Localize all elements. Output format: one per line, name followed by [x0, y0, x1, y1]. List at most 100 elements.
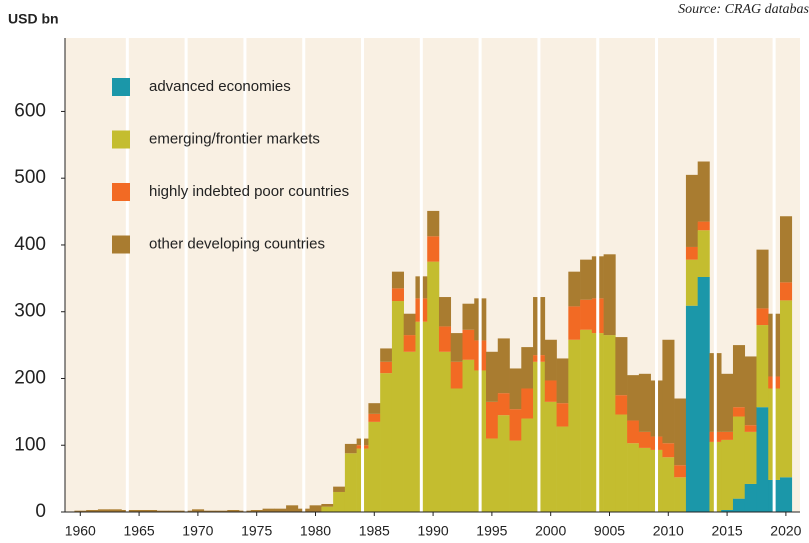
bar-segment [662, 339, 675, 444]
bar-segment [427, 261, 440, 512]
bar-segment [638, 447, 651, 512]
bar-segment [168, 510, 181, 512]
bar-segment [756, 308, 769, 326]
bar-segment [509, 368, 522, 410]
bar-segment [780, 477, 793, 512]
bar-segment [615, 414, 628, 512]
bar-segment [627, 375, 640, 421]
y-tick-label: 300 [14, 301, 46, 322]
x-tick-label: 1975 [241, 523, 272, 539]
bar-segment [380, 361, 393, 374]
bar-segment [674, 477, 687, 512]
bar-segment [556, 426, 569, 512]
y-axis-label: USD bn [8, 11, 59, 27]
bar-segment [203, 510, 216, 512]
bar-segment [286, 505, 299, 512]
bar-segment [74, 510, 87, 512]
bar-segment [403, 313, 416, 336]
bar-segment [450, 388, 463, 512]
bar-segment [556, 358, 569, 404]
bar-segment [450, 361, 463, 389]
bar-segment [732, 407, 746, 417]
x-tick-label: 2015 [712, 523, 743, 539]
bar-segment [697, 230, 710, 278]
bar-segment [674, 465, 687, 478]
bar-segment [521, 418, 534, 512]
bar-segment [521, 347, 534, 389]
bar-segment [662, 443, 675, 458]
bar-segment [333, 486, 346, 492]
bar-segment [462, 329, 475, 360]
bar-segment [697, 221, 710, 231]
legend-swatch [112, 235, 130, 254]
bar-segment [685, 259, 698, 306]
bar-segment [780, 282, 793, 301]
bar-segment [662, 457, 675, 512]
bar-segment [544, 380, 557, 402]
bar-segment [344, 453, 357, 512]
bar-segment [509, 440, 522, 512]
source-note: Source: CRAG databas [678, 2, 809, 17]
x-tick-label: 1995 [476, 523, 507, 539]
bar-segment [627, 420, 640, 444]
y-tick-label: 600 [14, 100, 46, 121]
bar-segment [744, 356, 757, 426]
bar-segment [638, 373, 651, 432]
bar-segment [486, 351, 499, 402]
bar-segment [321, 503, 334, 507]
bar-segment [544, 401, 557, 512]
bar-segment [403, 351, 416, 512]
bar-segment [721, 439, 734, 510]
bar-segment [368, 421, 381, 512]
bar-segment [580, 259, 593, 300]
bar-segment [674, 398, 687, 466]
bar-segment [685, 305, 698, 512]
bar-segment [556, 403, 569, 427]
bar-segment [97, 509, 110, 512]
bar-segment [227, 509, 240, 512]
bar-segment [756, 249, 769, 309]
bar-segment [368, 403, 381, 414]
bar-segment [86, 509, 99, 512]
bar-segment [497, 393, 510, 416]
bar-segment [380, 373, 393, 512]
bar-segment [274, 508, 287, 512]
bar-segment [780, 216, 793, 283]
y-tick-label: 0 [35, 501, 46, 522]
bar-segment [391, 301, 404, 512]
bar-segment [544, 339, 557, 381]
x-tick-label: 9005 [594, 523, 625, 539]
bar-segment [344, 443, 357, 454]
bar-segment [521, 388, 534, 419]
x-tick-label: 1965 [124, 523, 155, 539]
legend-label: advanced economies [149, 78, 291, 95]
bar-segment [321, 506, 334, 512]
bar-segment [450, 333, 463, 362]
bar-segment [697, 277, 710, 512]
bar-segment [427, 236, 440, 262]
bar-segment [368, 413, 381, 422]
bar-segment [697, 161, 710, 222]
bar-segment [133, 509, 146, 512]
bar-segment [780, 300, 793, 478]
bar-segment [380, 348, 393, 362]
y-tick-label: 100 [14, 434, 46, 455]
bar-segment [262, 508, 275, 512]
bar-segment [744, 483, 757, 512]
bar-segment [721, 509, 734, 512]
legend-label: highly indebted poor countries [149, 183, 349, 200]
x-tick-label: 1970 [182, 523, 213, 539]
bar-segment [568, 306, 581, 340]
bar-segment [744, 425, 757, 432]
bar-segment [732, 416, 746, 499]
bar-segment [568, 339, 581, 512]
bar-segment [486, 401, 499, 439]
bar-segment [438, 326, 452, 352]
legend-swatch [112, 130, 130, 149]
bar-segment [685, 174, 698, 247]
y-tick-label: 400 [14, 234, 46, 255]
legend-label: emerging/frontier markets [149, 130, 320, 147]
bar-segment [603, 335, 616, 512]
bar-segment [603, 254, 616, 336]
